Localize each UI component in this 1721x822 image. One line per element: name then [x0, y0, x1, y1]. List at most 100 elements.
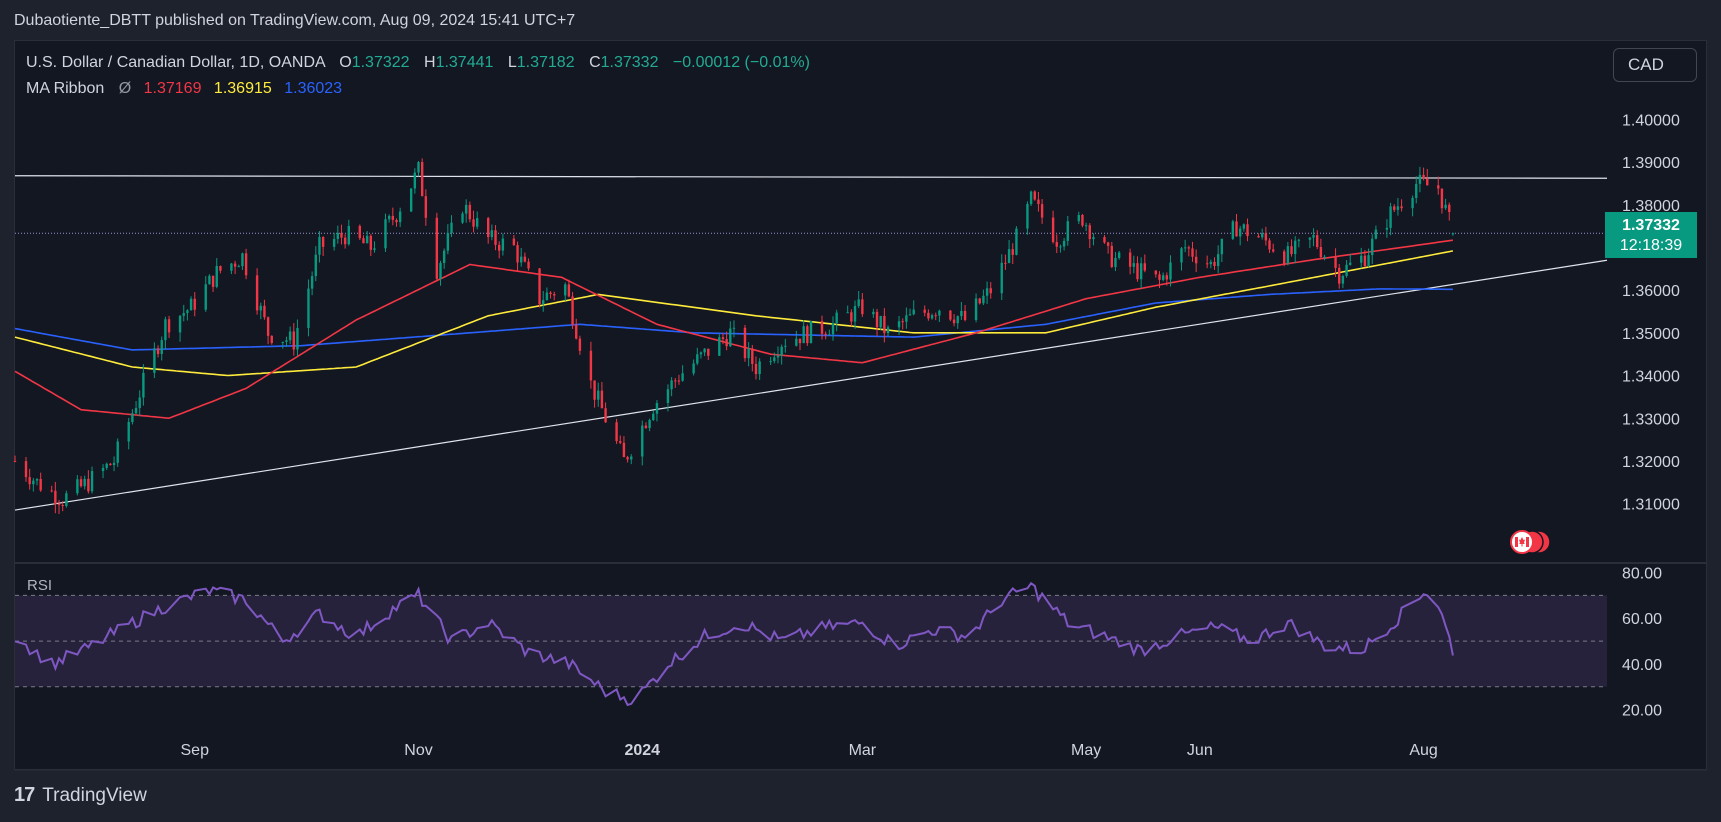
candle-body	[512, 238, 516, 246]
candle-body	[626, 457, 629, 460]
candle-body	[296, 327, 299, 350]
candle-body	[1117, 252, 1121, 258]
candle-body	[288, 331, 292, 341]
candle-body	[1396, 206, 1400, 210]
rsi-pane-label[interactable]: RSI	[27, 577, 53, 594]
candle-body	[259, 305, 262, 311]
candle-body	[1088, 225, 1091, 240]
candle-body	[949, 310, 952, 320]
candle-body	[1220, 238, 1224, 255]
candle-body	[347, 225, 351, 245]
low-value: 1.37182	[516, 54, 575, 71]
candle-body	[307, 288, 310, 328]
candle-body	[1077, 214, 1080, 222]
candle-body	[1011, 249, 1014, 255]
candle-body	[674, 380, 677, 382]
candle-body	[527, 261, 530, 269]
candle-body	[387, 215, 391, 220]
candle-body	[1371, 238, 1374, 256]
candle-body	[263, 305, 266, 318]
candle-body	[340, 232, 343, 238]
candle-body	[1297, 239, 1301, 241]
candle-body	[112, 462, 116, 466]
candle-body	[751, 348, 754, 364]
candle-body	[952, 319, 956, 324]
candle-body	[270, 335, 273, 343]
candle-body	[1393, 206, 1396, 210]
symbol-title[interactable]: U.S. Dollar / Canadian Dollar, 1D, OANDA	[26, 54, 325, 71]
ma-red-line	[14, 239, 1454, 420]
price-axis-label: 1.32000	[1622, 454, 1680, 471]
candle-body	[897, 321, 901, 328]
tradingview-logo-icon: 17	[14, 784, 35, 806]
candle-body	[985, 288, 989, 296]
candle-body	[1426, 178, 1429, 186]
candle-body	[83, 478, 86, 487]
time-axis-label: Nov	[404, 742, 432, 759]
ma-ribbon-label[interactable]: MA Ribbon	[26, 80, 105, 97]
candle-body	[373, 248, 376, 250]
candle-body	[1341, 275, 1345, 284]
candle-body	[630, 456, 633, 460]
candle-body	[57, 504, 61, 506]
candle-body	[699, 352, 703, 355]
candle-body	[365, 235, 369, 244]
candle-body	[398, 211, 402, 223]
candle-body	[908, 314, 912, 316]
ma-ribbon-symbol: Ø	[118, 80, 132, 97]
high-value: 1.37441	[435, 54, 494, 71]
candle-body	[809, 320, 813, 344]
candle-body	[1106, 242, 1110, 246]
candle-body	[336, 232, 340, 239]
candle-body	[571, 296, 574, 325]
candle-body	[798, 338, 802, 344]
candle-body	[989, 288, 992, 294]
candle-body	[1374, 229, 1378, 239]
last-price-value: 1.37332	[1622, 217, 1680, 234]
candle-body	[266, 317, 270, 336]
candle-body	[417, 162, 420, 173]
candle-body	[35, 478, 39, 481]
candle-body	[255, 275, 259, 311]
candle-body	[1448, 204, 1451, 213]
high-key: H	[424, 54, 436, 71]
candle-body	[1114, 257, 1117, 268]
candle-body	[732, 327, 736, 329]
canada-flag-events-icon[interactable]	[1503, 529, 1555, 555]
candle-body	[464, 204, 468, 214]
candle-body	[934, 315, 937, 317]
candle-body	[461, 213, 464, 223]
candle-body	[314, 254, 317, 277]
candle-body	[575, 324, 578, 339]
candle-body	[1422, 174, 1425, 179]
candle-body	[956, 316, 959, 324]
candle-body	[978, 298, 981, 304]
tradingview-footer[interactable]: 17 TradingView	[14, 784, 147, 807]
time-axis-label: May	[1071, 742, 1101, 759]
candle-body	[343, 237, 347, 245]
currency-button[interactable]: CAD	[1613, 48, 1697, 82]
candle-body	[615, 422, 618, 442]
candle-body	[193, 298, 196, 310]
candle-body	[1110, 245, 1113, 268]
candle-body	[1066, 221, 1069, 241]
candle-body	[696, 354, 699, 364]
candle-body	[1136, 263, 1139, 280]
candle-body	[545, 292, 549, 301]
candle-body	[442, 250, 446, 263]
candle-body	[589, 350, 593, 381]
tradingview-brand: TradingView	[42, 784, 147, 806]
candle-body	[1213, 261, 1216, 267]
candle-body	[1026, 203, 1029, 229]
candle-body	[963, 310, 967, 321]
candle-body	[1103, 237, 1106, 243]
candle-body	[164, 319, 167, 341]
candle-body	[619, 441, 622, 443]
candle-body	[292, 331, 295, 350]
candle-body	[820, 320, 824, 334]
candle-body	[131, 413, 134, 423]
candle-body	[1180, 248, 1183, 263]
candle-body	[1158, 274, 1161, 280]
candle-body	[1007, 249, 1011, 264]
